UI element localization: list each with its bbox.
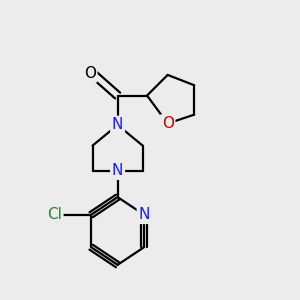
Text: N: N: [138, 207, 150, 222]
Text: N: N: [112, 118, 123, 133]
Text: O: O: [162, 116, 174, 131]
Text: Cl: Cl: [47, 207, 62, 222]
Text: O: O: [84, 66, 96, 81]
Text: N: N: [112, 163, 123, 178]
